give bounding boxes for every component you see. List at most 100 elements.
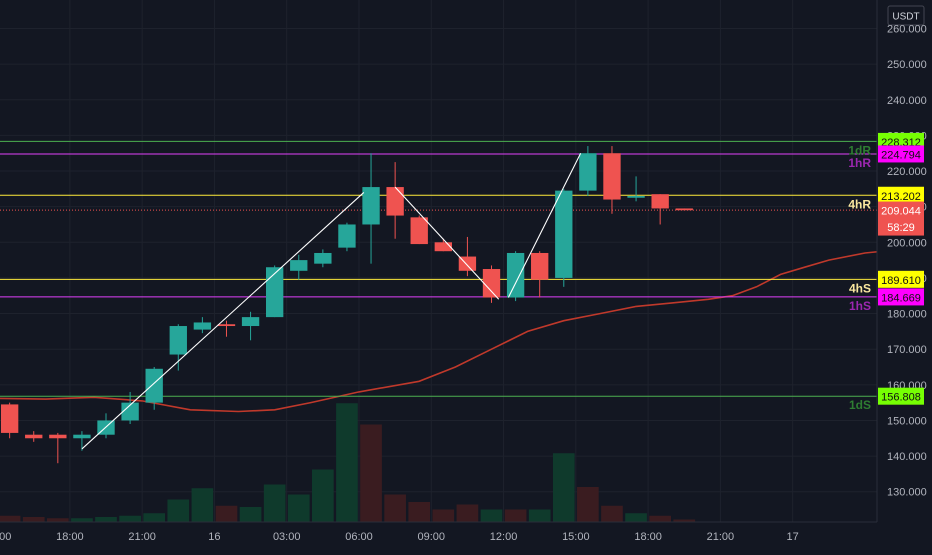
price-tag-text: 224.794 (881, 149, 921, 161)
grid-lines (0, 0, 877, 522)
price-tag-4hR (878, 186, 924, 204)
volume-bar (95, 517, 117, 522)
y-tick-label: 170.000 (887, 344, 927, 356)
candle-body (0, 404, 19, 433)
level-label-1dR: 1dR (848, 143, 871, 157)
time-axis[interactable]: 15:00 18:00 21:00 16 03:00 06:00 09:00 12:00 15:… (0, 521, 932, 550)
volume-bar (360, 424, 382, 522)
price-tag-1dS (878, 387, 924, 405)
x-tick-labels: 15:00 18:00 21:00 16 03:00 06:00 09:00 12:00 15:… (0, 531, 799, 543)
x-tick-label: 17 (787, 531, 799, 543)
x-tick-label: 15:00 (0, 531, 11, 543)
x-tick-label: 16 (208, 531, 220, 543)
x-tick-label: 18:00 (634, 531, 662, 543)
volume-bar (239, 507, 262, 522)
candle-body (482, 269, 501, 298)
candle-body (73, 434, 91, 439)
candle-body (579, 153, 597, 191)
volume-bar (625, 513, 647, 522)
trend-lines (81, 152, 582, 450)
level-label-4hS: 4hS (849, 281, 871, 295)
price-axis[interactable]: USDT 130.000140.000150.000160.000170.000… (876, 0, 932, 522)
trend-line (81, 192, 365, 450)
volume-bar (215, 505, 238, 522)
volume-bar (336, 403, 358, 522)
price-tag-1hS (878, 288, 924, 306)
candle-body (290, 260, 308, 271)
y-tick-label: 180.000 (887, 309, 927, 321)
current-price-tag (878, 201, 924, 236)
countdown-text: 58:29 (887, 222, 915, 234)
y-tick-label: 260.000 (887, 24, 927, 36)
x-tick-label: 18:00 (56, 531, 84, 543)
currency-badge[interactable] (887, 5, 925, 26)
volume-bar (312, 469, 334, 522)
y-tick-label: 200.000 (887, 237, 927, 249)
volume-bars (0, 403, 696, 522)
price-tag-text: 156.808 (881, 392, 921, 404)
y-tick-label: 140.000 (887, 451, 927, 463)
level-label-1hR: 1hR (848, 156, 871, 170)
volume-bar (649, 515, 672, 522)
price-tag-text: 184.669 (881, 292, 921, 304)
volume-bar (601, 505, 623, 522)
volume-bar (71, 518, 93, 522)
volume-bar (384, 494, 406, 522)
price-tag-1hR (878, 145, 924, 163)
volume-bar (673, 519, 696, 522)
volume-bar (408, 502, 431, 522)
candle-body (675, 208, 693, 211)
volume-bar (22, 517, 45, 522)
currency-label: USDT (892, 12, 919, 23)
candle-body (555, 190, 573, 278)
candle-body (434, 242, 452, 252)
candles (0, 146, 693, 464)
volume-bar (456, 504, 479, 522)
current-price-text: 209.044 (881, 206, 921, 218)
trend-line (507, 152, 582, 298)
x-tick-label: 09:00 (418, 531, 446, 543)
candle-body (193, 322, 212, 330)
candle-body (410, 217, 428, 245)
candle-body (627, 195, 645, 198)
moving-average (0, 247, 932, 413)
x-tick-label: 06:00 (345, 531, 373, 543)
volume-bar (528, 509, 551, 522)
y-tick-label: 130.000 (887, 487, 927, 499)
candle-body (338, 224, 356, 248)
x-tick-label: 21:00 (707, 531, 735, 543)
candle-body (145, 368, 163, 403)
volume-bar (552, 453, 575, 522)
volume-bar (119, 515, 141, 522)
level-label-4hR: 4hR (848, 197, 871, 211)
price-tags: 228.312224.794213.202189.610184.669156.8… (878, 132, 924, 405)
candle-body (651, 194, 669, 209)
volume-bar (46, 518, 69, 522)
x-tick-label: 12:00 (490, 531, 518, 543)
volume-bar (0, 515, 21, 522)
volume-bar (143, 513, 166, 522)
y-tick-label: 240.000 (887, 95, 927, 107)
candle-body (265, 267, 284, 318)
volume-bar (577, 487, 599, 522)
candle-body (121, 402, 139, 421)
candle-body (169, 326, 187, 355)
volume-bar (504, 509, 527, 522)
candle-body (314, 252, 332, 264)
volume-bar (263, 484, 286, 522)
candle-body (217, 324, 236, 327)
price-tag-text: 189.610 (881, 275, 921, 287)
candle-body (603, 153, 621, 200)
price-axis-panel (877, 0, 932, 522)
volume-bar (287, 494, 310, 522)
volume-bar (480, 509, 503, 522)
volume-bar (432, 509, 455, 522)
level-label-1dS: 1dS (849, 398, 871, 412)
y-tick-label: 150.000 (887, 415, 927, 427)
volume-bar (191, 488, 214, 522)
candle-body (531, 252, 549, 280)
